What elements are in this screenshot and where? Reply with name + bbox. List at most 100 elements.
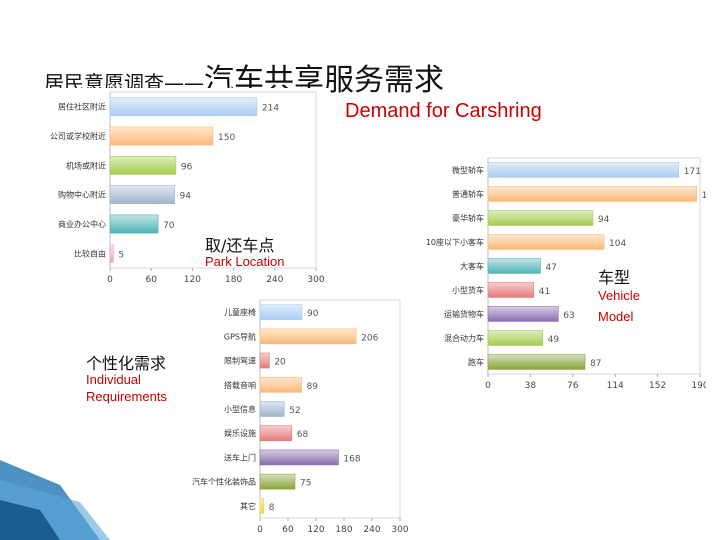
x-tick-label: 0 bbox=[257, 525, 263, 535]
value-label: 171 bbox=[684, 167, 701, 177]
value-label: 94 bbox=[598, 215, 610, 225]
value-label: 150 bbox=[218, 133, 235, 143]
bar bbox=[487, 186, 697, 202]
value-label: 63 bbox=[563, 311, 574, 321]
category-label: 运输货物车 bbox=[444, 309, 484, 319]
value-label: 89 bbox=[307, 382, 319, 392]
value-label: 5 bbox=[118, 250, 124, 260]
x-tick-label: 38 bbox=[525, 381, 537, 391]
value-label: 75 bbox=[300, 479, 311, 489]
category-label: 其它 bbox=[240, 501, 256, 511]
bar bbox=[259, 376, 302, 393]
park-location-caption-cn: 取/还车点 bbox=[205, 236, 275, 255]
bar bbox=[259, 401, 285, 417]
bar bbox=[487, 282, 535, 298]
category-label: 普通轿车 bbox=[452, 189, 484, 199]
value-label: 41 bbox=[539, 287, 550, 297]
park-location-chart-panel: 居住社区附近 214 公司或学校附近 150 机场或附近 96 购物中心附近 94 商业办公中心… bbox=[34, 88, 330, 288]
x-tick-label: 240 bbox=[266, 275, 283, 285]
vehicle-caption-cn: 车型 bbox=[598, 268, 631, 287]
value-label: 187 bbox=[702, 191, 706, 201]
vehicle-caption-en-2: Model bbox=[598, 309, 634, 324]
bar bbox=[109, 126, 214, 146]
vehicle-model-chart-panel: 微型轿车 171 普通轿车 187 豪华轿车 94 10座以下小客车 104 大客车 47 小型货车… bbox=[412, 152, 706, 398]
individual-chart-panel: 儿童座椅 90 GPS导航 206 限制驾速 20 搭载音响 89 小型信息 52 娱乐设施 68 送车… bbox=[110, 296, 410, 540]
vehicle-caption-en-1: Vehicle bbox=[598, 288, 640, 303]
category-label: 搭载音响 bbox=[224, 380, 256, 390]
individual-caption-en-1: Individual bbox=[86, 372, 141, 387]
category-label: 混合动力车 bbox=[444, 333, 484, 343]
bar bbox=[109, 155, 177, 175]
category-label: 送车上门 bbox=[224, 452, 256, 462]
x-tick-label: 300 bbox=[391, 525, 408, 535]
category-label: 娱乐设施 bbox=[224, 428, 256, 438]
value-label: 52 bbox=[289, 406, 300, 416]
bar bbox=[109, 97, 258, 117]
bar bbox=[487, 306, 559, 322]
individual-requirements-chart: 儿童座椅 90 GPS导航 206 限制驾速 20 搭载音响 89 小型信息 52 娱乐设施 68 送车… bbox=[192, 299, 409, 535]
value-label: 96 bbox=[181, 162, 193, 172]
bar bbox=[259, 304, 303, 320]
value-label: 49 bbox=[548, 335, 560, 345]
category-label: 商业办公中心 bbox=[58, 219, 106, 229]
bar bbox=[109, 243, 114, 263]
value-label: 20 bbox=[274, 358, 286, 368]
x-tick-label: 180 bbox=[225, 275, 242, 285]
category-label: 微型轿车 bbox=[452, 165, 484, 175]
bar bbox=[259, 328, 357, 345]
bar bbox=[109, 185, 175, 205]
value-label: 47 bbox=[545, 263, 556, 273]
x-tick-label: 120 bbox=[184, 275, 201, 285]
x-tick-label: 114 bbox=[607, 381, 624, 391]
plot-area bbox=[109, 91, 317, 269]
value-label: 168 bbox=[343, 454, 360, 464]
category-label: 汽车个性化装饰品 bbox=[192, 477, 256, 487]
category-label: 儿童座椅 bbox=[224, 307, 256, 317]
value-label: 94 bbox=[180, 192, 192, 202]
x-tick-label: 120 bbox=[307, 525, 324, 535]
category-label: 购物中心附近 bbox=[58, 190, 106, 200]
x-tick-label: 0 bbox=[485, 381, 491, 391]
value-label: 87 bbox=[590, 359, 601, 369]
x-tick-label: 180 bbox=[335, 525, 352, 535]
decorative-corner-graphic bbox=[0, 460, 110, 540]
park-location-caption-en: Park Location bbox=[205, 254, 285, 269]
category-label: 机场或附近 bbox=[66, 160, 106, 170]
value-label: 8 bbox=[269, 503, 275, 513]
category-label: 豪华轿车 bbox=[452, 213, 484, 223]
bar bbox=[259, 425, 293, 442]
category-label: 10座以下小客车 bbox=[426, 237, 484, 247]
x-tick-label: 190 bbox=[691, 381, 706, 391]
individual-caption-cn: 个性化需求 bbox=[86, 354, 167, 373]
bar bbox=[487, 354, 586, 370]
bar bbox=[487, 162, 680, 178]
value-label: 104 bbox=[609, 239, 626, 249]
bar bbox=[109, 214, 159, 234]
value-label: 90 bbox=[307, 309, 319, 319]
category-label: 限制驾速 bbox=[224, 356, 256, 366]
value-label: 70 bbox=[163, 221, 175, 231]
category-label: 公司或学校附近 bbox=[50, 131, 106, 141]
park-location-chart: 居住社区附近 214 公司或学校附近 150 机场或附近 96 购物中心附近 94 商业办公中心… bbox=[50, 91, 325, 285]
x-tick-label: 76 bbox=[567, 381, 579, 391]
x-tick-label: 300 bbox=[307, 275, 324, 285]
x-tick-label: 0 bbox=[107, 275, 113, 285]
bar bbox=[259, 473, 296, 490]
individual-caption-en-2: Requirements bbox=[86, 389, 167, 404]
category-label: 居住社区附近 bbox=[58, 102, 106, 112]
category-label: 跑车 bbox=[468, 357, 484, 367]
vehicle-model-chart: 微型轿车 171 普通轿车 187 豪华轿车 94 10座以下小客车 104 大客车 47 小型货车… bbox=[426, 157, 706, 391]
category-label: 比较自由 bbox=[74, 248, 106, 258]
x-tick-label: 60 bbox=[282, 525, 294, 535]
category-label: 小型信息 bbox=[224, 404, 256, 414]
category-label: GPS导航 bbox=[224, 331, 256, 341]
x-tick-label: 60 bbox=[145, 275, 157, 285]
bar bbox=[487, 258, 541, 274]
category-label: 大客车 bbox=[460, 261, 484, 271]
x-tick-label: 240 bbox=[363, 525, 380, 535]
bar bbox=[259, 498, 265, 514]
value-label: 206 bbox=[361, 333, 378, 343]
bar bbox=[259, 449, 339, 466]
bar bbox=[487, 330, 543, 346]
value-label: 68 bbox=[297, 430, 309, 440]
